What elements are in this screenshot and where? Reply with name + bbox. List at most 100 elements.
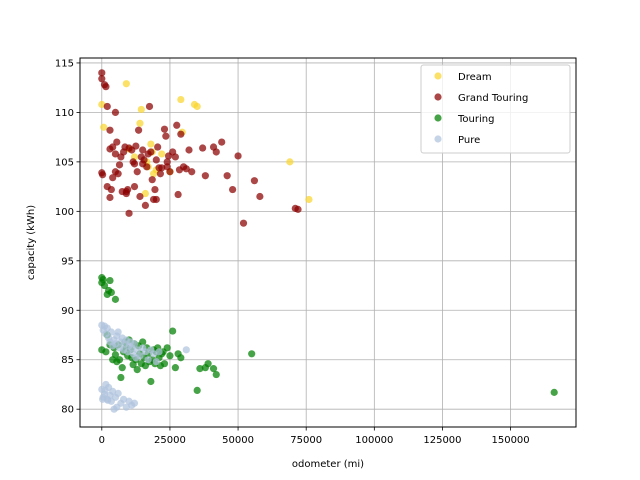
data-point bbox=[149, 350, 158, 358]
data-point bbox=[193, 386, 201, 394]
data-point bbox=[212, 148, 220, 156]
data-point bbox=[193, 102, 201, 111]
data-point bbox=[111, 351, 120, 359]
data-point bbox=[152, 156, 160, 164]
x-tick-label: 125000 bbox=[423, 435, 461, 446]
data-point bbox=[109, 174, 117, 182]
series-pure bbox=[98, 321, 190, 413]
data-point bbox=[160, 125, 169, 133]
data-point bbox=[111, 150, 120, 158]
data-point bbox=[199, 144, 207, 152]
data-point bbox=[185, 146, 193, 154]
x-tick-label: 150000 bbox=[491, 435, 529, 446]
data-point bbox=[109, 143, 117, 151]
data-point bbox=[102, 83, 110, 91]
y-axis-ticks: 80 85 90 95 100 105 110 115 bbox=[55, 58, 80, 416]
data-point bbox=[152, 195, 160, 204]
data-point bbox=[234, 152, 242, 160]
data-point bbox=[122, 80, 130, 88]
data-point bbox=[158, 164, 166, 172]
legend-label: Pure bbox=[458, 135, 480, 146]
data-point bbox=[204, 360, 212, 368]
series-dream bbox=[98, 80, 313, 204]
data-point bbox=[152, 358, 160, 366]
data-point bbox=[120, 395, 128, 403]
data-point bbox=[143, 163, 151, 171]
x-tick-label: 25000 bbox=[154, 435, 186, 446]
data-point bbox=[101, 386, 109, 394]
data-point bbox=[130, 160, 139, 168]
data-point bbox=[136, 192, 144, 201]
data-point bbox=[136, 352, 144, 360]
data-point bbox=[106, 126, 114, 134]
legend-marker bbox=[434, 72, 442, 80]
data-point bbox=[155, 348, 163, 356]
data-point bbox=[171, 153, 179, 161]
data-point bbox=[163, 344, 171, 352]
data-point bbox=[133, 366, 141, 374]
legend-label: Dream bbox=[458, 72, 492, 83]
x-tick-label: 75000 bbox=[290, 435, 322, 446]
x-axis-ticks: 0 25000 50000 75000 100000 125000 150000 bbox=[99, 427, 530, 446]
data-point bbox=[139, 146, 147, 154]
data-point bbox=[182, 346, 190, 354]
y-tick-label: 95 bbox=[61, 256, 74, 267]
data-point bbox=[305, 195, 313, 204]
y-tick-label: 100 bbox=[55, 207, 74, 218]
data-point bbox=[111, 295, 120, 303]
data-point bbox=[136, 119, 144, 127]
data-point bbox=[113, 138, 121, 146]
data-point bbox=[218, 138, 226, 146]
data-point bbox=[134, 126, 143, 134]
x-tick-label: 0 bbox=[99, 435, 105, 446]
data-point bbox=[98, 75, 106, 83]
data-point bbox=[106, 276, 114, 285]
data-point bbox=[147, 148, 155, 156]
data-point bbox=[177, 95, 185, 104]
data-point bbox=[115, 161, 124, 169]
data-point bbox=[256, 192, 264, 201]
data-point bbox=[125, 209, 133, 217]
data-point bbox=[182, 165, 190, 173]
data-point bbox=[122, 403, 130, 411]
y-tick-label: 105 bbox=[55, 157, 74, 168]
series-grand-touring bbox=[98, 69, 302, 227]
data-point bbox=[212, 370, 220, 379]
data-points bbox=[98, 69, 558, 413]
data-point bbox=[239, 219, 248, 227]
legend: Dream Grand Touring Touring Pure bbox=[420, 64, 571, 154]
data-point bbox=[229, 185, 237, 194]
data-point bbox=[132, 142, 140, 150]
series-touring bbox=[98, 274, 558, 396]
data-point bbox=[118, 364, 126, 372]
x-tick-label: 50000 bbox=[222, 435, 254, 446]
data-point bbox=[99, 171, 107, 179]
data-point bbox=[147, 140, 155, 148]
data-point bbox=[114, 170, 122, 178]
data-point bbox=[109, 387, 117, 395]
y-tick-label: 80 bbox=[61, 405, 74, 416]
data-point bbox=[114, 328, 122, 336]
data-point bbox=[294, 205, 302, 213]
x-axis-label: odometer (mi) bbox=[292, 459, 364, 470]
data-point bbox=[102, 348, 110, 356]
data-point bbox=[209, 365, 218, 373]
plot-frame bbox=[79, 57, 577, 428]
data-point bbox=[151, 185, 159, 194]
data-point bbox=[147, 377, 155, 386]
data-point bbox=[163, 158, 171, 166]
data-point bbox=[133, 168, 141, 176]
data-point bbox=[141, 201, 150, 210]
data-point bbox=[130, 340, 139, 348]
data-point bbox=[114, 389, 122, 397]
data-point bbox=[103, 102, 111, 111]
y-axis-label: capacity (kWh) bbox=[26, 205, 37, 280]
data-point bbox=[550, 388, 558, 396]
data-point bbox=[115, 356, 124, 364]
data-point bbox=[188, 168, 196, 176]
data-point bbox=[144, 356, 152, 364]
data-point bbox=[177, 354, 185, 362]
data-point bbox=[141, 189, 150, 198]
data-point bbox=[139, 338, 147, 346]
